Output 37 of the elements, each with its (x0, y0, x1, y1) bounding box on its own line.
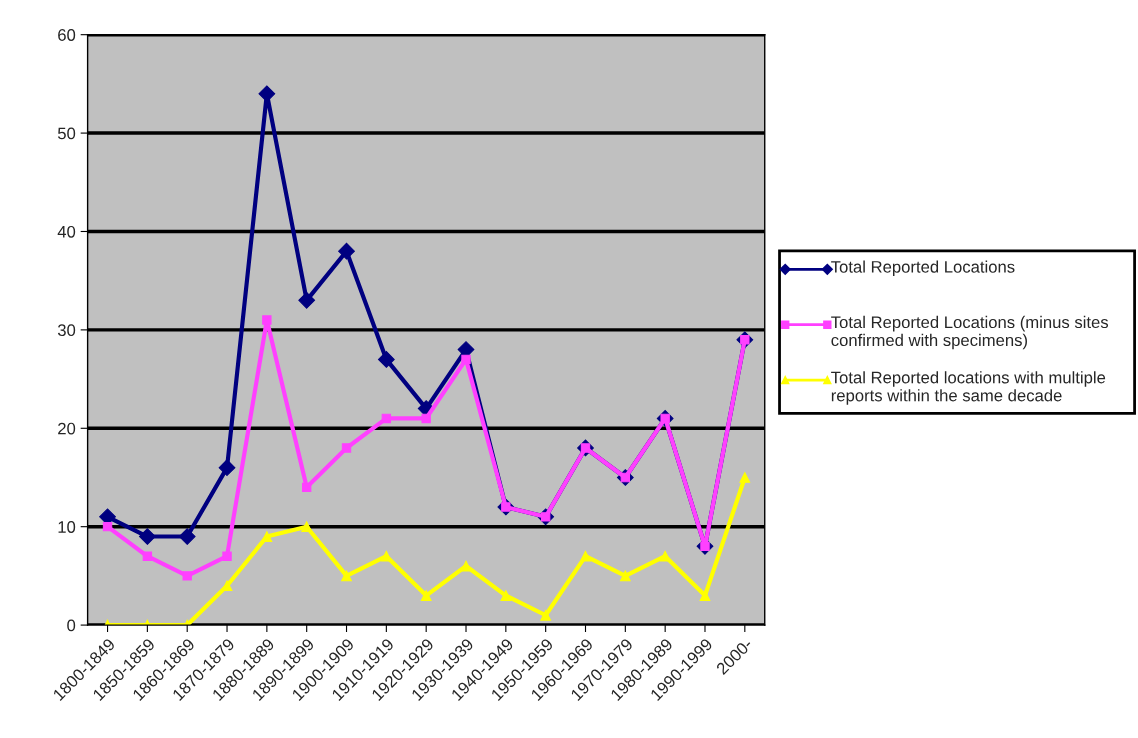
y-tick-label: 0 (67, 619, 76, 632)
point (341, 570, 352, 582)
legend-label: Total Reported Locations (minus sites confirmed with specimens) (831, 315, 1109, 350)
y-tick-label: 10 (58, 521, 76, 533)
point (460, 560, 472, 572)
y-tick-label: 30 (57, 324, 76, 337)
point (102, 522, 113, 532)
point (381, 413, 392, 424)
point (341, 443, 352, 453)
point (500, 590, 512, 601)
point (261, 531, 273, 542)
point (420, 590, 432, 601)
y-tick-label: 60 (58, 29, 76, 41)
point (540, 609, 552, 621)
point (138, 528, 156, 545)
legend-label: Total Reported Locations (831, 260, 1015, 277)
y-tick-label: 50 (57, 127, 76, 140)
point (619, 570, 631, 582)
legend-label: Total Reported locations with multiple reports within the same decade (831, 371, 1106, 405)
y-tick-label: 40 (57, 225, 76, 238)
point (182, 571, 192, 581)
point (377, 351, 395, 368)
point (302, 482, 312, 493)
point (580, 550, 591, 562)
point (699, 590, 711, 601)
point (178, 528, 196, 545)
point (338, 242, 355, 260)
point (218, 459, 236, 477)
point (421, 413, 431, 424)
point (262, 315, 272, 325)
point (142, 551, 153, 561)
y-tick-label: 20 (58, 422, 76, 435)
point (298, 291, 316, 309)
point (461, 354, 471, 365)
point (301, 521, 313, 533)
point (222, 551, 232, 561)
point (739, 472, 751, 483)
